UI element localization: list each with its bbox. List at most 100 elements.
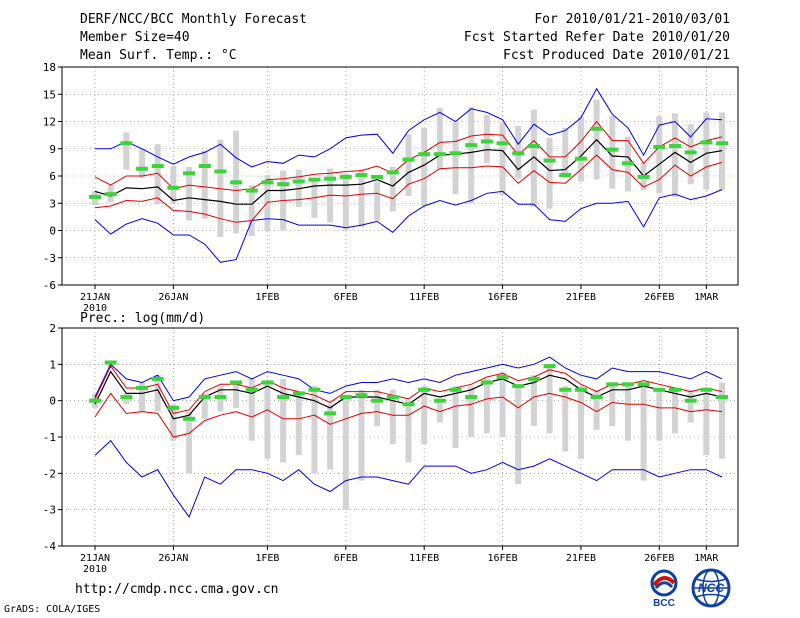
x-tick-label: 1MAR	[694, 292, 719, 303]
y-tick-label: -2	[43, 467, 56, 480]
spread-bar	[483, 115, 490, 164]
spread-bar	[311, 386, 318, 474]
obs-marker	[198, 395, 211, 400]
spread-bar	[703, 393, 710, 456]
grads-credit: GrADS: COLA/IGES	[4, 604, 101, 615]
spread-bar	[468, 106, 475, 204]
obs-marker	[151, 164, 164, 169]
series-line-max	[95, 87, 723, 168]
spread-bar	[295, 393, 302, 456]
spread-bar	[530, 375, 537, 427]
obs-marker	[684, 398, 697, 403]
x-tick-label: 26FEB	[644, 553, 674, 564]
obs-marker	[480, 380, 493, 385]
y-tick-label: 3	[49, 197, 56, 210]
spread-bar	[703, 112, 710, 190]
svg-text:NCC: NCC	[698, 581, 724, 595]
spread-bar	[530, 109, 537, 207]
spread-bar	[389, 166, 396, 212]
obs-marker	[261, 380, 274, 385]
obs-marker	[418, 152, 431, 157]
y-tick-label: 1	[49, 358, 56, 371]
obs-marker	[136, 166, 149, 171]
plot-frame	[61, 66, 739, 286]
y-tick-label: 0	[49, 225, 56, 238]
obs-marker	[339, 174, 352, 179]
y-tick-label: 0	[49, 395, 56, 408]
panel-title-temperature: Mean Surf. Temp.: °C	[80, 48, 237, 63]
x-tick-label: 1FEB	[255, 553, 279, 564]
spread-bar	[264, 382, 271, 459]
obs-marker	[292, 391, 305, 396]
spread-bar	[233, 382, 240, 408]
series-line-min	[94, 439, 723, 518]
y-tick-label: -6	[43, 279, 56, 292]
obs-marker	[230, 380, 243, 385]
obs-marker	[637, 382, 650, 387]
obs-marker	[668, 144, 681, 149]
spread-bar	[562, 386, 569, 452]
obs-marker	[668, 387, 681, 392]
spread-bar	[656, 389, 663, 441]
obs-marker	[245, 387, 258, 392]
x-tick-label: 1MAR	[694, 553, 719, 564]
spread-bar	[123, 132, 130, 170]
y-tick-label: -1	[43, 431, 56, 444]
obs-marker	[386, 170, 399, 175]
spread-bar	[483, 378, 490, 434]
obs-marker	[606, 147, 619, 152]
x-tick-label: 16FEB	[487, 292, 517, 303]
obs-marker	[214, 395, 227, 400]
obs-marker	[324, 411, 337, 416]
obs-marker	[621, 382, 634, 387]
obs-marker	[621, 161, 634, 166]
spread-bar	[358, 169, 365, 227]
ncc-logo: NCC	[688, 568, 734, 608]
spread-bar	[139, 382, 146, 412]
spread-bar	[609, 116, 616, 189]
obs-marker	[371, 174, 384, 179]
obs-marker	[120, 395, 133, 400]
spread-bar	[468, 386, 475, 437]
obs-marker	[386, 395, 399, 400]
obs-marker	[559, 173, 572, 178]
obs-marker	[512, 151, 525, 156]
x-tick-label: 21JAN	[80, 553, 110, 564]
spread-bar	[358, 389, 365, 481]
spread-bar	[342, 397, 349, 510]
series-line-mean	[94, 138, 723, 205]
obs-marker	[716, 395, 728, 400]
spread-bar	[154, 144, 161, 205]
spread-bar	[201, 150, 208, 219]
spread-bar	[374, 181, 381, 221]
obs-marker	[527, 144, 540, 149]
obs-marker	[590, 395, 603, 400]
spread-bar	[499, 371, 506, 437]
obs-marker	[292, 179, 305, 184]
obs-marker	[104, 192, 117, 197]
forecast-produced-date: Fcst Produced Date 2010/01/21	[503, 48, 730, 63]
obs-marker	[183, 416, 196, 421]
series-line-min	[94, 189, 723, 263]
obs-marker	[449, 151, 462, 156]
spread-bar	[546, 137, 553, 209]
spread-bar	[327, 404, 334, 470]
spread-bar	[374, 389, 381, 427]
forecast-period: For 2010/01/21-2010/03/01	[534, 12, 730, 27]
obs-marker	[684, 150, 697, 155]
chart-title: DERF/NCC/BCC Monthly Forecast	[80, 12, 307, 27]
spread-bar	[405, 134, 412, 196]
spread-bar	[640, 386, 647, 481]
obs-marker	[496, 141, 509, 146]
spread-bar	[671, 389, 678, 434]
obs-marker	[120, 141, 133, 146]
x-tick-label: 16FEB	[487, 553, 517, 564]
spread-bar	[389, 389, 396, 445]
spread-bar	[280, 378, 287, 463]
source-url[interactable]: http://cmdp.ncc.cma.gov.cn	[75, 582, 279, 597]
obs-marker	[590, 126, 603, 131]
obs-marker	[637, 174, 650, 179]
obs-marker	[198, 164, 211, 169]
obs-marker	[355, 393, 368, 398]
obs-marker	[104, 360, 117, 365]
